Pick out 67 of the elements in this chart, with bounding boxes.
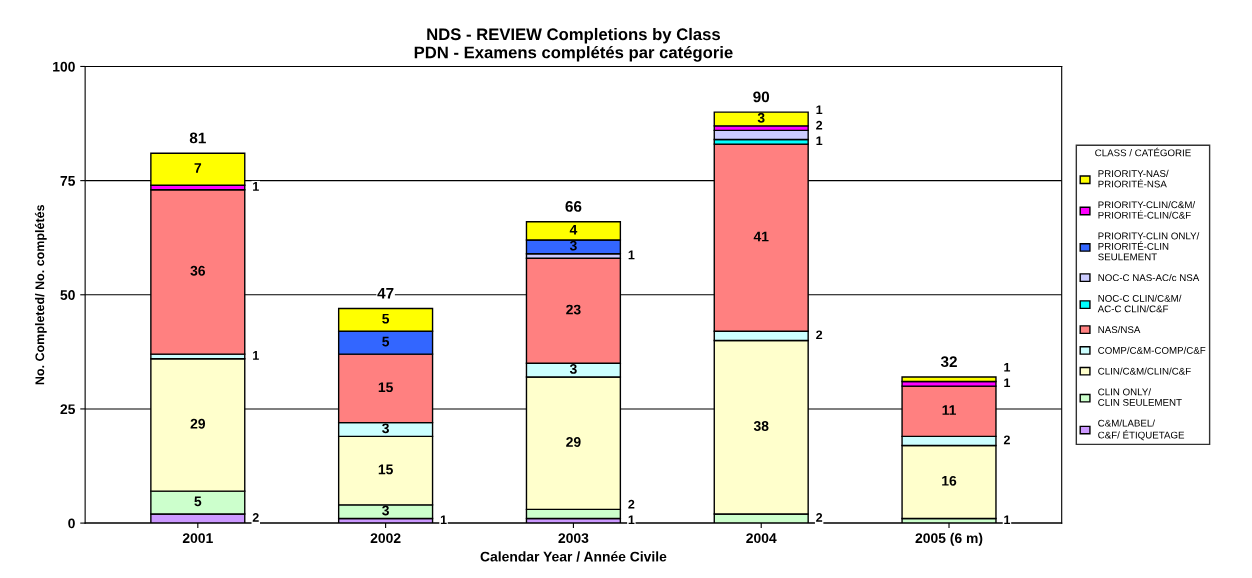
data-label: 36 [190, 265, 206, 276]
data-label: 1 [1004, 378, 1011, 388]
data-label: 29 [190, 418, 206, 429]
data-label: 5 [194, 496, 202, 507]
data-label: 7 [194, 163, 202, 173]
legend-label: NAS/NSA [1098, 325, 1141, 334]
data-label: 2 [816, 330, 823, 340]
total-label: 47 [377, 287, 394, 299]
y-tick-label: 0 [68, 518, 75, 529]
data-label: 4 [569, 224, 578, 235]
data-label: 1 [1004, 362, 1011, 372]
data-label: 16 [942, 475, 957, 486]
data-label: 2 [628, 499, 635, 509]
data-label: 41 [753, 231, 769, 242]
data-label: 15 [378, 464, 393, 475]
data-label: 2 [1003, 435, 1010, 445]
legend-label: PRIORITY-CLIN/C&M/ PRIORITÉ-CLIN/C&F [1098, 201, 1196, 219]
total-label: 66 [565, 201, 582, 212]
data-label: 5 [382, 313, 390, 324]
total-label: 32 [940, 356, 957, 368]
legend-label: C&M/LABEL/ C&F/ ÉTIQUETAGE [1098, 419, 1185, 441]
legend-label: COMP/C&M-COMP/C&F [1098, 346, 1206, 354]
data-label: 1 [1004, 515, 1011, 525]
data-label: 3 [382, 505, 389, 516]
x-tick-label: 2005 (6 m) [915, 532, 983, 546]
y-tick-label: 50 [60, 290, 75, 300]
data-label: 2 [252, 513, 259, 522]
x-axis-title: Calendar Year / Année Civile [480, 551, 667, 562]
data-label: 1 [628, 250, 635, 260]
data-label: 1 [816, 136, 823, 146]
data-label: 38 [753, 421, 769, 431]
data-label: 15 [378, 382, 393, 393]
data-label: 3 [569, 240, 577, 251]
total-label: 81 [189, 132, 206, 144]
data-label: 1 [440, 515, 447, 525]
data-label: 2 [816, 120, 823, 130]
data-label: 2 [816, 513, 823, 522]
total-label: 90 [753, 91, 770, 103]
x-tick-label: 2001 [182, 533, 213, 544]
x-tick-label: 2002 [370, 533, 401, 544]
y-tick-label: 75 [60, 176, 76, 186]
legend-label: CLIN ONLY/ CLIN SEULEMENT [1098, 388, 1182, 406]
data-label: 5 [382, 336, 390, 347]
data-label: 1 [816, 105, 823, 114]
x-tick-label: 2004 [746, 533, 777, 544]
legend-label: PRIORITY-NAS/ PRIORITÉ-NSA [1098, 169, 1169, 188]
data-label: 1 [253, 351, 259, 360]
y-tick-label: 25 [60, 404, 76, 415]
legend-label: PRIORITY-CLIN ONLY/ PRIORITÉ-CLIN SEULEMENT [1098, 232, 1200, 261]
y-axis-title: No. Completed/ No. complétés [34, 205, 47, 385]
chart-title: NDS - REVIEW Completions by Class PDN - Examens complétés par catégorie [414, 27, 733, 62]
data-label: 3 [382, 423, 389, 434]
legend-label: NOC-C CLIN/C&M/ AC-C CLIN/C&F [1097, 294, 1182, 313]
data-label: 3 [569, 364, 577, 374]
data-label: 3 [757, 112, 765, 123]
data-label: 29 [566, 437, 581, 447]
legend-label: NOC-C NAS-AC/c NSA [1098, 273, 1200, 282]
bar [901, 376, 997, 383]
data-label: 11 [942, 405, 956, 415]
bar [713, 111, 809, 127]
x-tick-label: 2003 [558, 533, 589, 544]
legend-title: CLASS / CATÉGORIE [1095, 147, 1191, 157]
data-label: 1 [253, 182, 259, 191]
legend-label: CLIN/C&M/CLIN/C&F [1098, 367, 1191, 375]
data-label: 23 [566, 304, 581, 315]
data-label: 1 [628, 515, 635, 525]
y-tick-label: 100 [53, 61, 75, 72]
